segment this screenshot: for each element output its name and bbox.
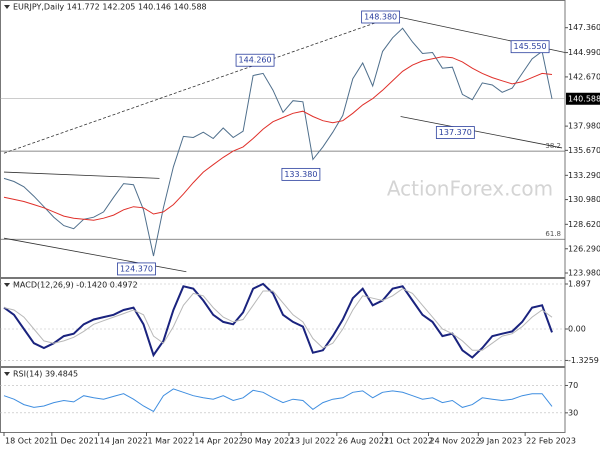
series-line: [3, 288, 553, 351]
series-line: [3, 388, 553, 413]
fib-label: 61.8: [545, 230, 561, 238]
x-tick-label: 9 Jan 2023: [479, 437, 522, 446]
annotation-box: [281, 167, 321, 181]
trendline: [400, 116, 563, 149]
y-tick-label: 1.897: [568, 280, 591, 289]
last-price-label: 140.588: [568, 94, 600, 103]
y-tick-label: 128.620: [568, 220, 600, 229]
title-icon: [4, 5, 10, 9]
panel-frame: [0, 278, 566, 367]
x-tick-label: 18 Oct 2021: [5, 437, 54, 446]
y-tick-label: 137.980: [568, 122, 600, 131]
panel-title: MACD(12,26,9) -0.1420 0.4972: [13, 281, 138, 290]
y-tick-label: 142.670: [568, 72, 600, 81]
annotation-label: 124.370: [120, 264, 153, 273]
y-tick-label: 130.980: [568, 195, 600, 204]
x-tick-label: 22 Feb 2023: [526, 437, 576, 446]
trendline: [3, 16, 393, 154]
x-tick-label: 1 Dec 2021: [53, 437, 99, 446]
annotation-label: 148.380: [364, 12, 397, 21]
y-tick-label: 147.360: [568, 23, 600, 32]
panel-title: RSI(14) 39.4845: [13, 370, 78, 379]
watermark: ActionForex.com: [387, 177, 553, 201]
trendline: [3, 237, 187, 273]
y-tick-label: 144.990: [568, 48, 600, 57]
title-icon: [4, 283, 10, 287]
last-price-box: [566, 92, 600, 105]
annotation-box: [435, 126, 475, 139]
x-tick-label: 24 Nov 2022: [429, 437, 480, 446]
x-tick-label: 30 May 2022: [242, 437, 294, 446]
annotation-label: 133.380: [284, 170, 317, 179]
y-tick-label: 0.00: [568, 324, 586, 333]
y-tick-label: 135.670: [568, 146, 600, 155]
y-tick-label: 126.290: [568, 244, 600, 253]
trendline: [3, 171, 160, 179]
y-tick-label: -1.3259: [568, 356, 599, 365]
x-tick-label: 13 Jul 2022: [290, 437, 335, 446]
annotation-box: [235, 53, 275, 67]
x-tick-label: 1 Mar 2022: [147, 437, 193, 446]
panel-title: EURJPY,Daily 141.772 142.205 140.146 140…: [13, 3, 207, 12]
title-icon: [4, 372, 10, 376]
x-tick-label: 11 Oct 2022: [384, 437, 433, 446]
y-tick-label: 123.980: [568, 269, 600, 278]
series-line: [3, 27, 553, 257]
panel-frame: [0, 367, 566, 433]
panel-frame: [0, 0, 566, 278]
y-tick-label: 133.290: [568, 171, 600, 180]
annotation-label: 144.260: [239, 56, 272, 65]
x-tick-label: 14 Jan 2022: [100, 437, 148, 446]
series-line: [3, 282, 553, 359]
annotation-label: 137.370: [439, 128, 472, 137]
y-tick-label: 30: [568, 408, 578, 417]
annotation-box: [117, 262, 156, 276]
annotation-box: [361, 10, 401, 24]
y-tick-label: 70: [568, 381, 578, 390]
annotation-box: [510, 40, 550, 54]
x-tick-label: 26 Aug 2022: [338, 437, 389, 446]
annotation-label: 145.550: [514, 42, 547, 51]
series-line: [3, 56, 553, 221]
x-tick-label: 14 Apr 2022: [194, 437, 243, 446]
